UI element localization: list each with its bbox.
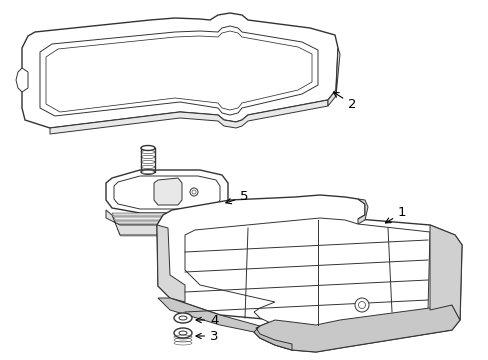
Ellipse shape: [179, 331, 186, 335]
Circle shape: [192, 190, 196, 194]
Ellipse shape: [174, 313, 192, 323]
Polygon shape: [117, 229, 221, 232]
Polygon shape: [16, 68, 28, 92]
Text: 1: 1: [385, 207, 406, 223]
Ellipse shape: [141, 170, 155, 175]
Polygon shape: [114, 221, 222, 224]
Polygon shape: [106, 210, 227, 235]
Text: 4: 4: [196, 314, 218, 327]
Polygon shape: [253, 326, 291, 350]
Polygon shape: [112, 213, 224, 216]
Ellipse shape: [179, 316, 186, 320]
Polygon shape: [154, 178, 182, 205]
Polygon shape: [184, 218, 429, 332]
Polygon shape: [114, 176, 220, 209]
Ellipse shape: [141, 145, 155, 150]
Text: 3: 3: [196, 329, 218, 342]
Polygon shape: [357, 199, 367, 224]
Text: 2: 2: [333, 92, 356, 111]
Polygon shape: [106, 170, 227, 213]
Polygon shape: [113, 217, 223, 220]
Polygon shape: [22, 13, 337, 128]
Polygon shape: [116, 225, 222, 228]
Polygon shape: [327, 48, 339, 106]
Circle shape: [190, 188, 198, 196]
Polygon shape: [157, 225, 184, 302]
Circle shape: [354, 298, 368, 312]
Polygon shape: [40, 26, 317, 116]
Polygon shape: [50, 100, 327, 134]
Polygon shape: [119, 233, 220, 236]
Polygon shape: [46, 31, 311, 112]
Text: 5: 5: [225, 190, 248, 204]
Ellipse shape: [174, 328, 192, 338]
Circle shape: [358, 302, 365, 309]
Polygon shape: [158, 298, 459, 352]
Polygon shape: [157, 195, 461, 352]
Polygon shape: [429, 225, 461, 320]
